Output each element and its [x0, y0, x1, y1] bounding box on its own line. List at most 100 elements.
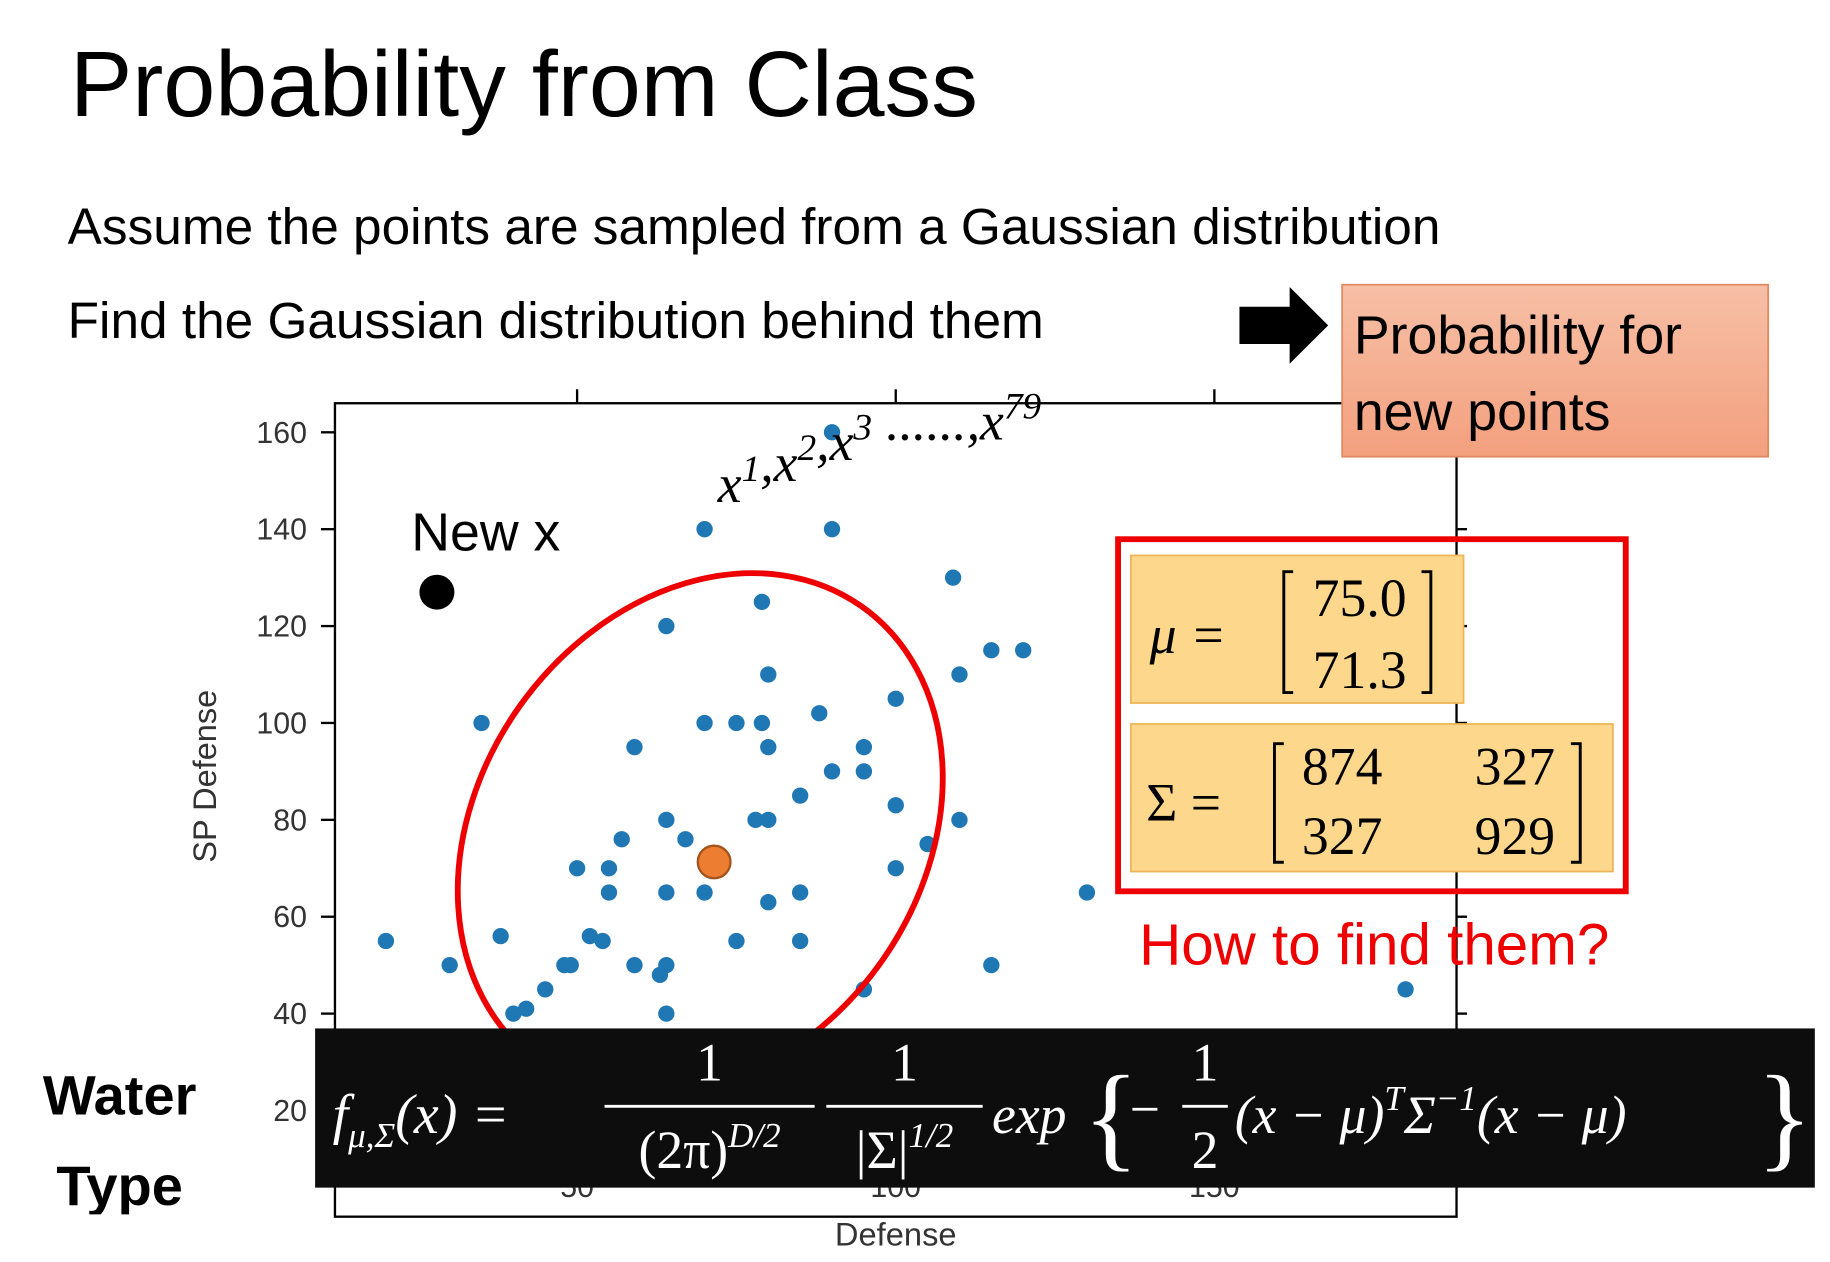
point	[517, 1000, 535, 1017]
separator: ,	[816, 412, 829, 472]
point	[696, 884, 713, 901]
point	[658, 1005, 675, 1022]
sigma-symbol: Σ =	[1146, 773, 1221, 833]
ellipsis: ......	[886, 391, 967, 451]
point	[581, 927, 599, 945]
minus: −	[1130, 1079, 1160, 1139]
exp: exp	[992, 1085, 1067, 1145]
point	[696, 714, 713, 732]
point	[441, 957, 458, 974]
bullet: Find the Gaussian distribution behind th…	[68, 292, 1044, 349]
den: (2π)	[638, 1120, 728, 1180]
den-sup: D/2	[727, 1116, 781, 1155]
formula-body: (x − μ)TΣ−1(x − μ)	[1235, 1079, 1627, 1145]
cov-value: 929	[1475, 806, 1556, 866]
point	[760, 811, 777, 828]
point	[791, 787, 809, 804]
sample-index: 3	[852, 407, 872, 448]
frac-den: (2π)D/2	[638, 1116, 780, 1180]
bracket	[1282, 570, 1433, 695]
den: |Σ|	[856, 1120, 909, 1180]
sample-symbol: x	[979, 391, 1004, 451]
sample-index: 1	[742, 449, 761, 490]
series-label-box: Water Type	[43, 1066, 197, 1215]
point	[626, 739, 643, 756]
point	[747, 811, 764, 828]
frac-den: |Σ|1/2	[856, 1116, 953, 1180]
tail: (x − μ)	[1477, 1085, 1627, 1145]
den: 2	[1192, 1120, 1219, 1180]
point	[823, 763, 841, 780]
point	[568, 860, 586, 877]
sample-symbol: x	[773, 433, 798, 493]
question: How to find them?	[1139, 913, 1609, 978]
point	[658, 884, 675, 901]
separator: ,	[760, 433, 773, 493]
new-point	[419, 574, 455, 610]
point	[728, 714, 745, 732]
point	[791, 932, 809, 950]
bullet: Assume the points are sampled from a Gau…	[68, 198, 1441, 255]
y-tick-label: 80	[273, 804, 307, 837]
point	[887, 860, 904, 877]
point	[658, 617, 675, 635]
frac-den: 2	[1192, 1120, 1219, 1180]
sub: μ,Σ	[347, 1116, 395, 1155]
mean-box	[1130, 554, 1465, 704]
point	[473, 714, 490, 732]
point	[537, 981, 554, 998]
point	[1397, 981, 1414, 998]
point	[887, 690, 904, 707]
brace: }	[1756, 1053, 1812, 1182]
callout-text: Probability for new points	[1353, 304, 1683, 442]
point	[1078, 884, 1096, 901]
point	[600, 884, 618, 901]
cov-value: 874	[1302, 736, 1383, 796]
point	[855, 763, 873, 780]
y-tick-label: 120	[256, 611, 307, 644]
point	[944, 569, 962, 586]
point	[753, 593, 771, 610]
point	[823, 521, 841, 538]
point	[760, 739, 777, 756]
point	[613, 831, 630, 848]
estimate-frame	[1115, 536, 1629, 895]
point	[753, 714, 771, 732]
point	[983, 957, 1000, 974]
formula-lhs: fμ,Σ(x) =	[333, 1084, 510, 1155]
point	[1015, 642, 1032, 659]
formula: fμ,Σ(x) =1(2π)D/21|Σ|1/2 exp {−12(x − μ)TΣ…	[333, 1033, 1813, 1182]
sample-symbol: x	[717, 454, 742, 514]
samples: x1,x2,x3 ......,x79	[717, 386, 1042, 514]
point	[855, 739, 873, 756]
point	[562, 957, 579, 974]
point	[594, 932, 611, 950]
sup: −1	[1436, 1079, 1477, 1118]
callout-box	[1341, 283, 1770, 458]
body: (x − μ)	[1235, 1085, 1385, 1145]
frac-num: 1	[696, 1033, 723, 1093]
point	[951, 811, 968, 828]
plot: 2040608010012014016050100150DefenseSP De…	[186, 389, 1468, 1253]
callout: Probability for new points	[1353, 304, 1683, 442]
point	[492, 927, 509, 945]
mean-point	[696, 844, 732, 880]
sample-index: 2	[798, 428, 817, 469]
y-tick-label: 100	[256, 707, 307, 740]
cov-value: 327	[1475, 736, 1556, 796]
point	[658, 811, 675, 828]
mu-symbol: μ =	[1149, 605, 1227, 665]
brace: {	[1083, 1053, 1139, 1182]
point	[626, 957, 643, 974]
rest: (x) =	[395, 1084, 509, 1146]
y-axis-label: SP Defense	[186, 690, 223, 863]
point	[677, 831, 694, 848]
point	[600, 860, 618, 877]
mean-value: 71.3	[1313, 640, 1407, 700]
point	[728, 932, 745, 950]
cov-box	[1130, 723, 1614, 873]
new-point-label: New x	[411, 503, 560, 562]
y-tick-label: 160	[256, 417, 307, 450]
point	[791, 884, 809, 901]
